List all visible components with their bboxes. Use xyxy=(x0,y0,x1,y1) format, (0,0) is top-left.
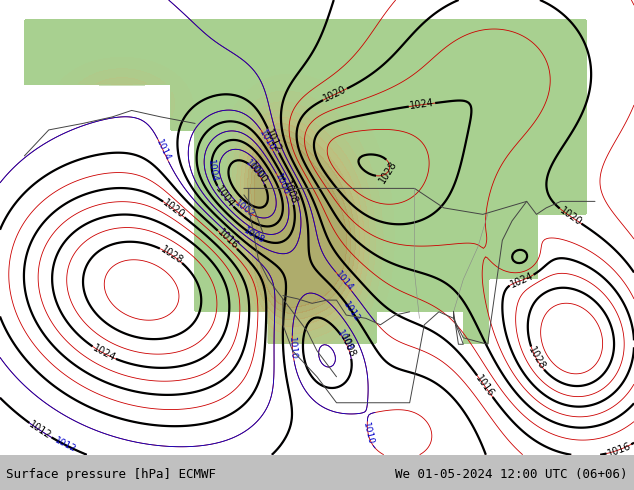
Text: 1008: 1008 xyxy=(281,179,299,205)
Text: 1024: 1024 xyxy=(508,270,535,290)
Text: 1008: 1008 xyxy=(335,328,354,353)
Text: 1020: 1020 xyxy=(557,205,583,227)
Text: 1028: 1028 xyxy=(377,159,399,185)
Text: 1008: 1008 xyxy=(242,226,267,245)
Text: 1016: 1016 xyxy=(474,373,496,399)
Text: 1024: 1024 xyxy=(409,98,435,111)
Text: 1016: 1016 xyxy=(606,441,632,459)
Text: 1004: 1004 xyxy=(213,184,236,210)
Text: Surface pressure [hPa] ECMWF: Surface pressure [hPa] ECMWF xyxy=(6,467,216,481)
Text: 1004: 1004 xyxy=(206,159,218,183)
Text: 1008: 1008 xyxy=(338,333,357,360)
Text: 1012: 1012 xyxy=(264,127,283,154)
Text: 1020: 1020 xyxy=(322,84,348,104)
Text: 1006: 1006 xyxy=(273,172,291,197)
Text: 1014: 1014 xyxy=(333,270,354,293)
Text: 1016: 1016 xyxy=(215,228,240,252)
Text: 1010: 1010 xyxy=(361,421,375,446)
Text: 1020: 1020 xyxy=(161,198,187,220)
Text: 1012: 1012 xyxy=(342,299,362,323)
Text: We 01-05-2024 12:00 UTC (06+06): We 01-05-2024 12:00 UTC (06+06) xyxy=(395,467,628,481)
Text: 1010: 1010 xyxy=(287,336,298,360)
Text: 1012: 1012 xyxy=(53,436,78,454)
Text: 1012: 1012 xyxy=(27,419,53,441)
Text: 1000: 1000 xyxy=(243,158,266,181)
Text: 1002: 1002 xyxy=(233,199,256,220)
Text: 1024: 1024 xyxy=(91,343,117,364)
Text: 1010: 1010 xyxy=(257,128,277,152)
Text: 1028: 1028 xyxy=(526,345,547,372)
Text: 1014: 1014 xyxy=(154,138,172,163)
Text: 1028: 1028 xyxy=(158,244,184,266)
Text: 1000: 1000 xyxy=(246,160,269,186)
